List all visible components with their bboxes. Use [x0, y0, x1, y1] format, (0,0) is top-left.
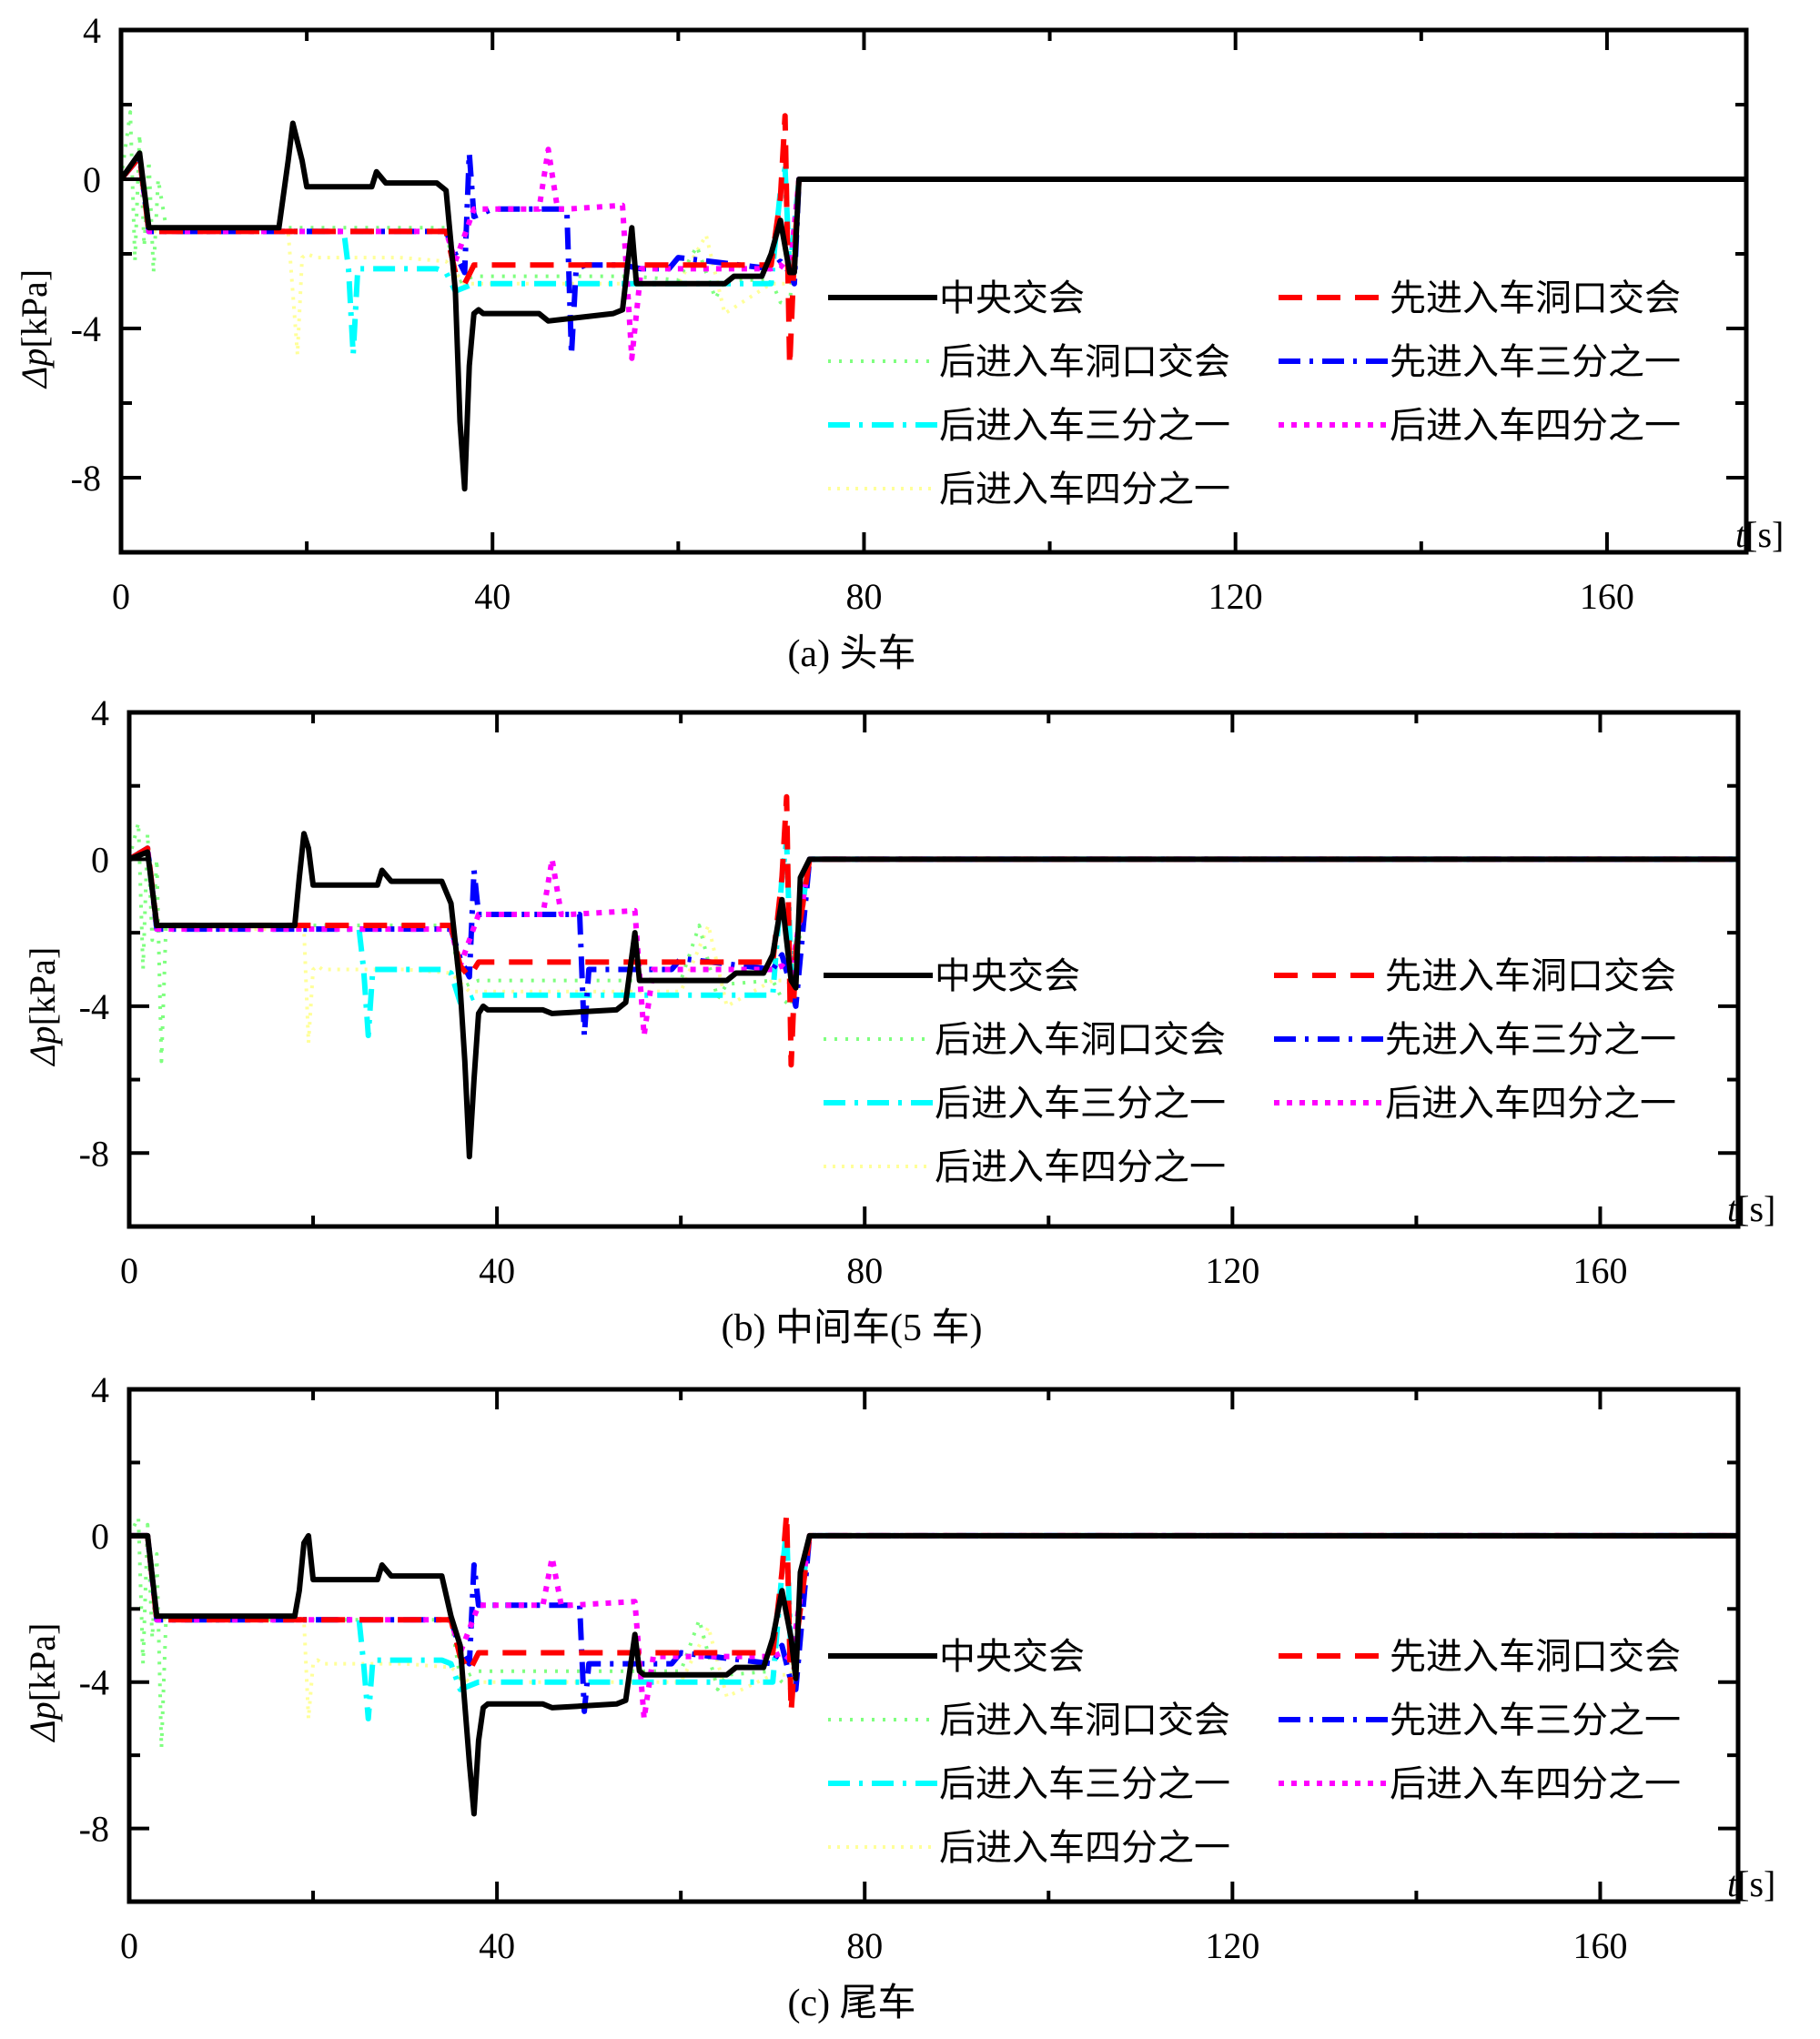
- x-tick-label: 120: [1208, 576, 1263, 617]
- plot-frame: [126, 1387, 1741, 1904]
- series-line-1: [129, 831, 1738, 1160]
- x-tick-label: 80: [846, 1250, 883, 1291]
- x-axis-title: t[s]: [1735, 514, 1784, 555]
- legend-label: 先进入车三分之一: [1390, 1700, 1681, 1741]
- series-line-6: [129, 1532, 1738, 1721]
- legend-label: 先进入车三分之一: [1390, 341, 1681, 382]
- series-line-3: [121, 110, 1746, 308]
- x-axis-title: t[s]: [1727, 1863, 1775, 1904]
- y-tick-label: -8: [79, 1809, 109, 1850]
- y-tick-label: 0: [83, 159, 101, 200]
- y-tick-label: 0: [91, 839, 109, 880]
- legend-label: 先进入车三分之一: [1385, 1019, 1676, 1060]
- legend-label: 后进入车四分之一: [939, 1827, 1230, 1868]
- legend-label: 中央交会: [939, 1636, 1085, 1677]
- legend-label: 中央交会: [935, 955, 1080, 996]
- x-tick-label: 40: [479, 1925, 515, 1966]
- y-tick-label: 0: [91, 1516, 109, 1557]
- x-tick-label: 40: [479, 1250, 515, 1291]
- panel-caption: (b) 中间车(5 车): [722, 1307, 983, 1349]
- x-tick-label: 120: [1205, 1925, 1259, 1966]
- series-line-7: [129, 846, 1738, 1045]
- x-tick-label: 160: [1572, 1250, 1627, 1291]
- legend-label: 后进入车四分之一: [1390, 1763, 1681, 1804]
- legend-label: 后进入车三分之一: [939, 405, 1230, 446]
- legend-label: 后进入车四分之一: [935, 1146, 1226, 1187]
- y-tick-label: -4: [79, 1662, 109, 1703]
- y-tick-label: 4: [91, 1369, 109, 1410]
- legend-label: 后进入车洞口交会: [935, 1019, 1226, 1060]
- y-tick-label: 4: [83, 10, 101, 51]
- series-group: [121, 110, 1746, 492]
- series-group: [129, 793, 1738, 1160]
- x-tick-label: 0: [112, 576, 130, 617]
- panel-caption: (c) 尾车: [787, 1983, 915, 2024]
- series-line-5: [129, 838, 1738, 1039]
- series-line-1: [121, 120, 1746, 492]
- x-tick-label: 120: [1205, 1250, 1259, 1291]
- x-axis-title: t[s]: [1727, 1188, 1775, 1229]
- series-line-6: [121, 146, 1746, 361]
- series-line-5: [129, 1525, 1738, 1721]
- legend-label: 后进入车四分之一: [939, 469, 1230, 510]
- y-axis-title: Δp[kPa]: [14, 269, 55, 389]
- legend-label: 先进入车洞口交会: [1390, 278, 1681, 318]
- y-axis-title: Δp[kPa]: [22, 947, 63, 1067]
- x-tick-label: 0: [120, 1250, 138, 1291]
- legend-label: 后进入车四分之一: [1390, 405, 1681, 446]
- series-line-1: [129, 1532, 1738, 1817]
- legend-label: 中央交会: [939, 278, 1085, 318]
- x-tick-label: 80: [845, 576, 882, 617]
- y-tick-label: -8: [79, 1133, 109, 1174]
- plot-frame: [126, 710, 1741, 1229]
- legend-label: 后进入车四分之一: [1385, 1083, 1676, 1124]
- x-tick-label: 160: [1580, 576, 1634, 617]
- x-tick-label: 80: [846, 1925, 883, 1966]
- series-group: [129, 1510, 1738, 1817]
- y-tick-label: -4: [71, 308, 101, 349]
- plot-frame: [118, 27, 1749, 555]
- y-axis-title: Δp[kPa]: [22, 1623, 63, 1743]
- legend-label: 后进入车洞口交会: [939, 1700, 1230, 1741]
- x-tick-label: 0: [120, 1925, 138, 1966]
- x-tick-label: 160: [1572, 1925, 1627, 1966]
- y-tick-label: 4: [91, 692, 109, 733]
- legend-label: 先进入车洞口交会: [1390, 1636, 1681, 1677]
- legend-label: 后进入车洞口交会: [939, 341, 1230, 382]
- y-tick-label: -4: [79, 986, 109, 1027]
- legend-label: 后进入车三分之一: [939, 1763, 1230, 1804]
- series-line-4: [121, 150, 1746, 358]
- y-tick-label: -8: [71, 458, 101, 499]
- series-line-2: [121, 113, 1746, 368]
- legend-label: 先进入车洞口交会: [1385, 955, 1676, 996]
- legend-label: 后进入车三分之一: [935, 1083, 1226, 1124]
- series-line-7: [121, 155, 1746, 357]
- series-line-4: [129, 845, 1738, 1039]
- x-tick-label: 40: [474, 576, 511, 617]
- series-line-3: [129, 821, 1738, 1064]
- series-line-7: [129, 1533, 1738, 1721]
- panel-caption: (a) 头车: [787, 633, 915, 675]
